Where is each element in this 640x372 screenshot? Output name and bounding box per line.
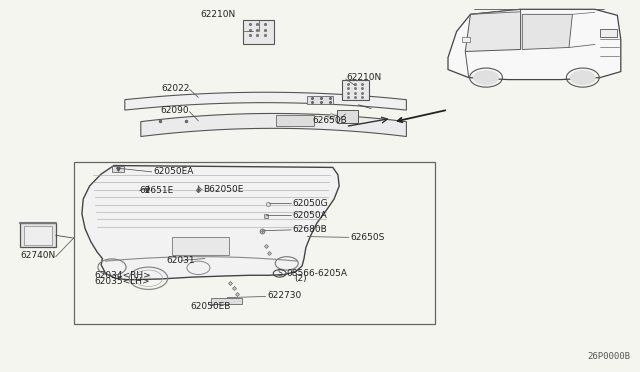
Text: 62022: 62022 bbox=[161, 84, 189, 93]
PathPatch shape bbox=[465, 9, 520, 51]
Text: 62210N: 62210N bbox=[200, 10, 236, 19]
Text: 62034<RH>: 62034<RH> bbox=[95, 271, 152, 280]
Text: 62740N: 62740N bbox=[20, 251, 56, 260]
Bar bbox=[112, 166, 124, 172]
Text: B62050E: B62050E bbox=[204, 185, 244, 194]
Text: 62050A: 62050A bbox=[292, 211, 327, 219]
Text: 62090: 62090 bbox=[161, 106, 189, 115]
Text: 62035<LH>: 62035<LH> bbox=[95, 277, 150, 286]
PathPatch shape bbox=[141, 113, 406, 137]
PathPatch shape bbox=[522, 14, 572, 49]
Bar bbox=[600, 29, 618, 38]
Bar bbox=[74, 162, 435, 324]
Text: 62650B: 62650B bbox=[312, 116, 347, 125]
PathPatch shape bbox=[125, 92, 406, 110]
Circle shape bbox=[473, 70, 499, 85]
Circle shape bbox=[570, 70, 596, 85]
Text: S: S bbox=[277, 269, 282, 278]
PathPatch shape bbox=[448, 9, 621, 80]
Bar bbox=[211, 298, 242, 304]
Text: (2): (2) bbox=[294, 274, 307, 283]
Text: 62050EB: 62050EB bbox=[191, 302, 231, 311]
Bar bbox=[243, 20, 274, 44]
Bar bbox=[20, 223, 56, 247]
Bar bbox=[172, 237, 229, 255]
PathPatch shape bbox=[82, 166, 339, 280]
Bar bbox=[307, 96, 333, 104]
Text: 62651E: 62651E bbox=[140, 186, 174, 195]
Bar bbox=[462, 38, 470, 42]
Text: 62210N: 62210N bbox=[346, 73, 381, 82]
Bar bbox=[342, 80, 369, 100]
Text: 62050G: 62050G bbox=[292, 199, 328, 208]
Text: 08566-6205A: 08566-6205A bbox=[287, 269, 348, 278]
Text: 26P0000B: 26P0000B bbox=[588, 352, 630, 361]
Bar bbox=[337, 110, 358, 123]
Bar bbox=[24, 226, 52, 245]
Text: 62031: 62031 bbox=[166, 256, 195, 265]
Bar bbox=[276, 115, 314, 126]
Text: 622730: 622730 bbox=[268, 291, 302, 300]
Text: 62050EA: 62050EA bbox=[153, 167, 193, 176]
Text: 62680B: 62680B bbox=[292, 225, 327, 234]
Text: 62650S: 62650S bbox=[350, 233, 385, 242]
